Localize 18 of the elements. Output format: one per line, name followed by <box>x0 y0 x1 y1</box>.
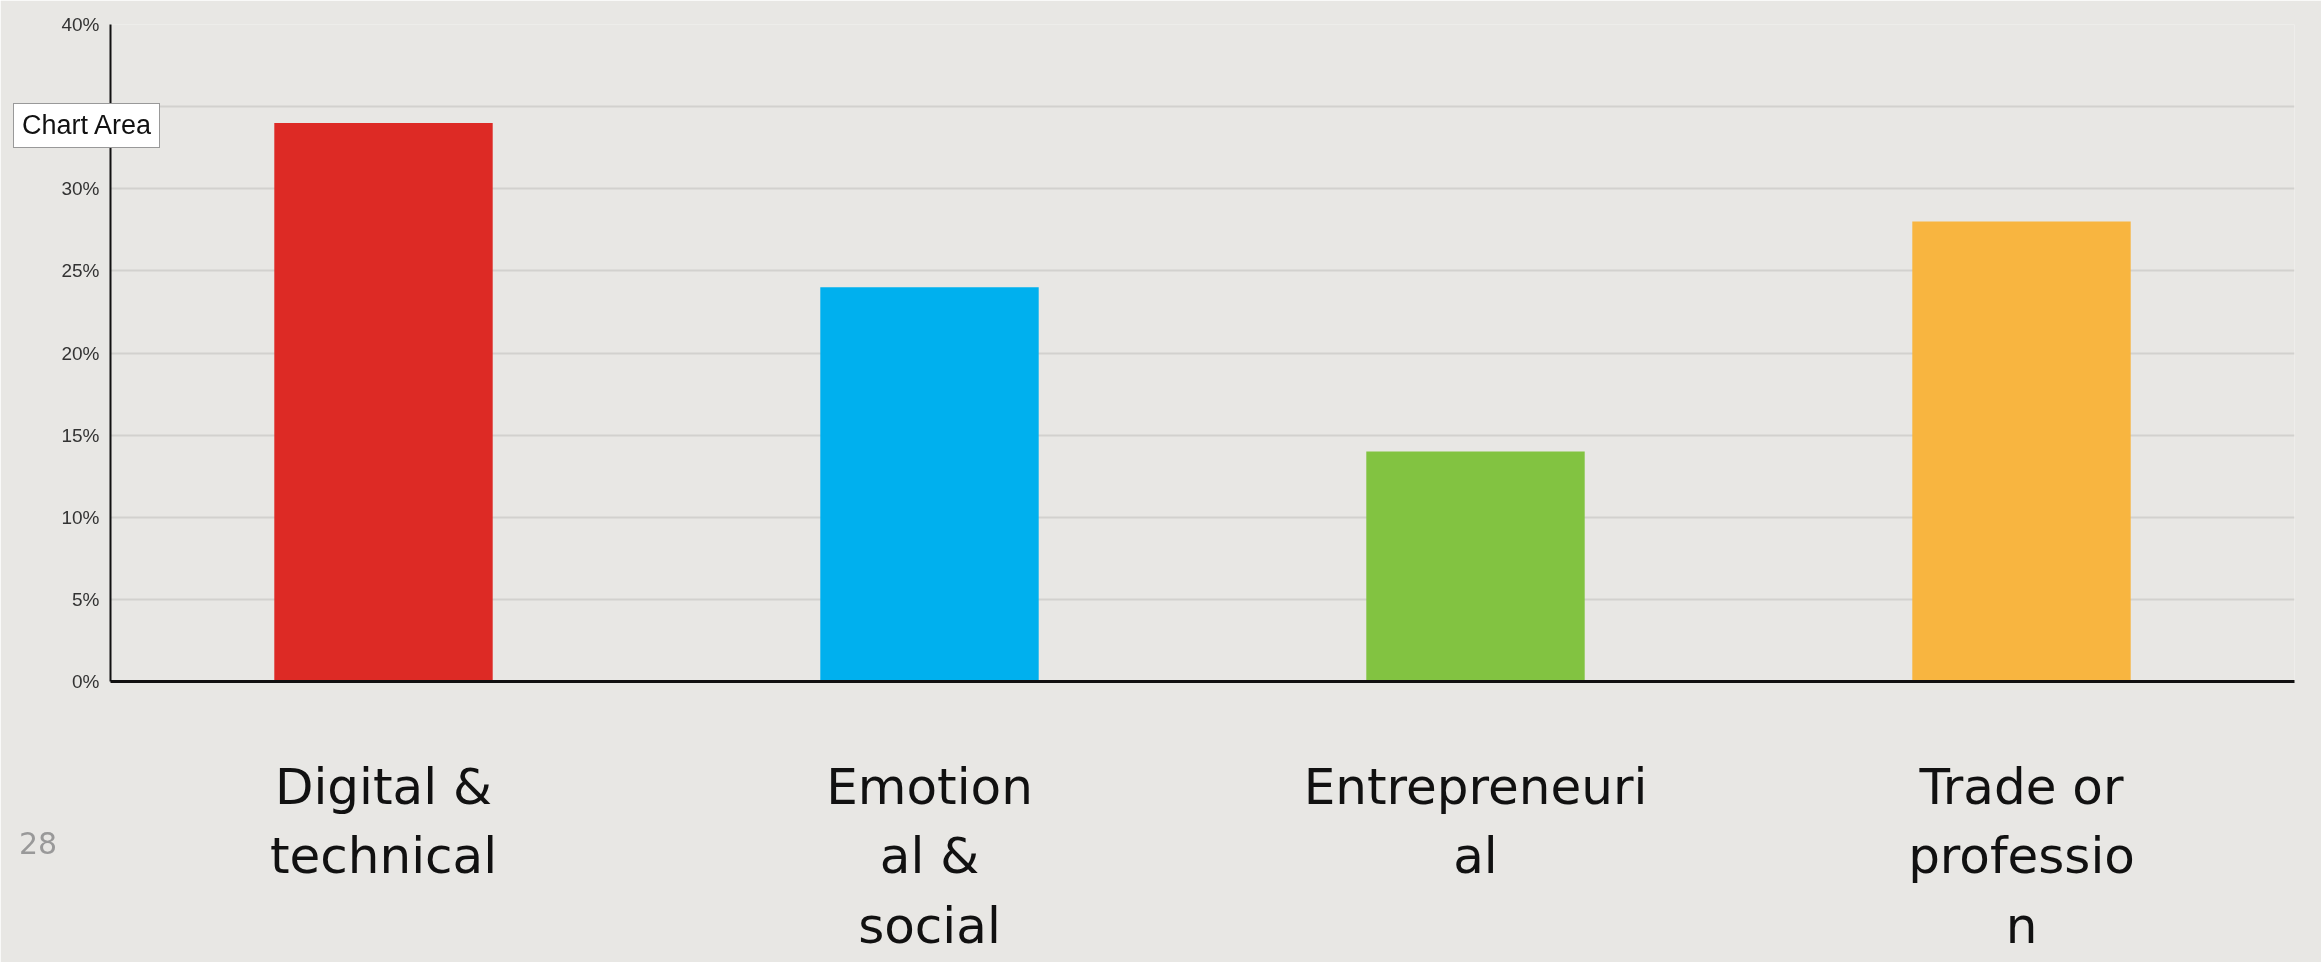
x-tick-label: Digital & technical <box>269 757 498 886</box>
bar <box>820 287 1039 682</box>
x-tick-label: Emotion al & social <box>826 757 1033 955</box>
y-tick-label: 0% <box>72 671 100 692</box>
text: 28 <box>19 825 58 863</box>
bar <box>1366 451 1585 682</box>
x-tick-label: Entrepreneuri al <box>1303 757 1648 886</box>
y-tick-label: 20% <box>61 342 100 364</box>
x-tick-label: Trade or professio n <box>1908 757 2135 955</box>
annotation: Chart Area <box>22 109 152 142</box>
bar <box>1912 221 2131 682</box>
y-tick-label: 30% <box>61 178 100 200</box>
y-tick-label: 5% <box>72 588 100 610</box>
bar <box>274 123 493 682</box>
y-tick-label: 10% <box>61 506 100 528</box>
y-tick-label: 15% <box>61 424 100 446</box>
y-tick-label: 40% <box>61 14 100 35</box>
y-tick-label: 25% <box>61 260 100 282</box>
